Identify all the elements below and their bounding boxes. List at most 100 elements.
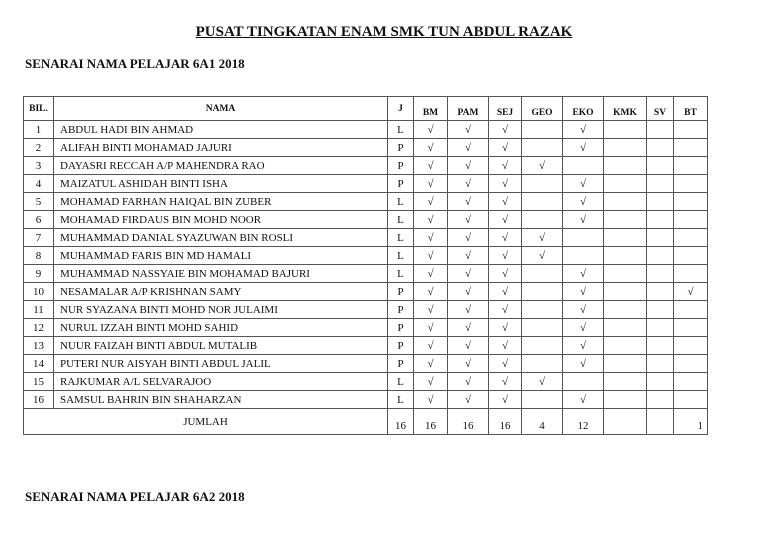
subject-check-eko: √: [562, 120, 604, 139]
column-header-sv: SV: [646, 96, 674, 121]
subject-check-sv: [646, 318, 674, 337]
jantina-cell: L: [387, 228, 414, 247]
subject-check-bt: [673, 138, 708, 157]
subject-check-pam: √: [447, 354, 489, 373]
column-header-kmk: KMK: [603, 96, 647, 121]
subject-check-geo: [521, 390, 563, 409]
subject-check-pam: √: [447, 192, 489, 211]
subject-check-sv: [646, 264, 674, 283]
bil-cell: 3: [23, 156, 54, 175]
table-row: 6 MOHAMAD FIRDAUS BIN MOHD NOOR L √ √ √ √: [23, 210, 708, 229]
subject-check-eko: [562, 372, 604, 391]
subject-check-bt: [673, 210, 708, 229]
table-row: 12 NURUL IZZAH BINTI MOHD SAHID P √ √ √ √: [23, 318, 708, 337]
nama-cell: MUHAMMAD NASSYAIE BIN MOHAMAD BAJURI: [53, 264, 388, 283]
subject-check-eko: √: [562, 264, 604, 283]
total-geo: 4: [521, 408, 563, 435]
subject-check-pam: √: [447, 318, 489, 337]
subject-check-geo: [521, 264, 563, 283]
subject-check-sv: [646, 282, 674, 301]
subject-check-kmk: [603, 354, 647, 373]
total-bm: 16: [413, 408, 448, 435]
subject-check-sv: [646, 192, 674, 211]
nama-cell: NESAMALAR A/P KRISHNAN SAMY: [53, 282, 388, 301]
table-row: 5 MOHAMAD FARHAN HAIQAL BIN ZUBER L √ √ √ √: [23, 192, 708, 211]
subject-check-sej: √: [488, 156, 522, 175]
subject-check-sv: [646, 156, 674, 175]
subject-check-geo: √: [521, 156, 563, 175]
table-row: 11 NUR SYAZANA BINTI MOHD NOR JULAIMI P √ √ √…: [23, 300, 708, 319]
subject-check-kmk: [603, 336, 647, 355]
jantina-cell: P: [387, 174, 414, 193]
subject-check-sv: [646, 246, 674, 265]
subject-check-sej: √: [488, 354, 522, 373]
subject-check-kmk: [603, 246, 647, 265]
bil-cell: 16: [23, 390, 54, 409]
column-header-sej: SEJ: [488, 96, 522, 121]
bil-cell: 12: [23, 318, 54, 337]
bil-cell: 15: [23, 372, 54, 391]
subject-check-eko: √: [562, 192, 604, 211]
bil-cell: 14: [23, 354, 54, 373]
table-row: 10 NESAMALAR A/P KRISHNAN SAMY P √ √ √ √ √: [23, 282, 708, 301]
subject-check-bm: √: [413, 282, 448, 301]
table-row: 14 PUTERI NUR AISYAH BINTI ABDUL JALIL P √ √…: [23, 354, 708, 373]
subject-check-kmk: [603, 138, 647, 157]
student-table: BIL. NAMA J BM PAM SEJ GEO EKO KMK SV BT 1 ABDUL HA…: [23, 96, 708, 435]
subject-check-kmk: [603, 156, 647, 175]
subject-check-bm: √: [413, 264, 448, 283]
subject-check-sej: √: [488, 210, 522, 229]
subject-check-bm: √: [413, 174, 448, 193]
table-row: 13 NUUR FAIZAH BINTI ABDUL MUTALIB P √ √ √ √: [23, 336, 708, 355]
nama-cell: SAMSUL BAHRIN BIN SHAHARZAN: [53, 390, 388, 409]
subject-check-sv: [646, 390, 674, 409]
column-header-pam: PAM: [447, 96, 489, 121]
table-row: 2 ALIFAH BINTI MOHAMAD JAJURI P √ √ √ √: [23, 138, 708, 157]
subject-check-pam: √: [447, 300, 489, 319]
subject-check-sv: [646, 372, 674, 391]
nama-cell: ABDUL HADI BIN AHMAD: [53, 120, 388, 139]
bil-cell: 10: [23, 282, 54, 301]
jantina-cell: L: [387, 372, 414, 391]
column-header-nama: NAMA: [53, 96, 388, 121]
subject-check-bt: [673, 336, 708, 355]
subject-check-geo: [521, 210, 563, 229]
subject-check-kmk: [603, 318, 647, 337]
subject-check-geo: [521, 336, 563, 355]
subject-check-eko: √: [562, 354, 604, 373]
subject-check-geo: [521, 318, 563, 337]
table-row: 3 DAYASRI RECCAH A/P MAHENDRA RAO P √ √ √ √: [23, 156, 708, 175]
nama-cell: MOHAMAD FIRDAUS BIN MOHD NOOR: [53, 210, 388, 229]
subject-check-sej: √: [488, 300, 522, 319]
jantina-cell: P: [387, 138, 414, 157]
subject-check-bm: √: [413, 192, 448, 211]
subject-check-sej: √: [488, 336, 522, 355]
subject-check-bt: [673, 264, 708, 283]
subject-check-geo: [521, 192, 563, 211]
nama-cell: ALIFAH BINTI MOHAMAD JAJURI: [53, 138, 388, 157]
subject-check-kmk: [603, 174, 647, 193]
column-header-eko: EKO: [562, 96, 604, 121]
subject-check-eko: √: [562, 336, 604, 355]
subject-check-eko: √: [562, 210, 604, 229]
jantina-cell: L: [387, 210, 414, 229]
nama-cell: MUHAMMAD DANIAL SYAZUWAN BIN ROSLI: [53, 228, 388, 247]
subject-check-eko: [562, 246, 604, 265]
total-sv: [646, 408, 674, 435]
subject-check-sej: √: [488, 120, 522, 139]
subject-check-kmk: [603, 192, 647, 211]
table-row: 1 ABDUL HADI BIN AHMAD L √ √ √ √: [23, 120, 708, 139]
jantina-cell: P: [387, 282, 414, 301]
subject-check-geo: √: [521, 228, 563, 247]
bil-cell: 2: [23, 138, 54, 157]
bil-cell: 8: [23, 246, 54, 265]
column-header-bm: BM: [413, 96, 448, 121]
subject-check-eko: [562, 156, 604, 175]
subject-check-sv: [646, 120, 674, 139]
subject-check-geo: [521, 174, 563, 193]
subject-check-bm: √: [413, 354, 448, 373]
nama-cell: MAIZATUL ASHIDAH BINTI ISHA: [53, 174, 388, 193]
jantina-cell: P: [387, 318, 414, 337]
nama-cell: NUUR FAIZAH BINTI ABDUL MUTALIB: [53, 336, 388, 355]
subject-check-sv: [646, 228, 674, 247]
